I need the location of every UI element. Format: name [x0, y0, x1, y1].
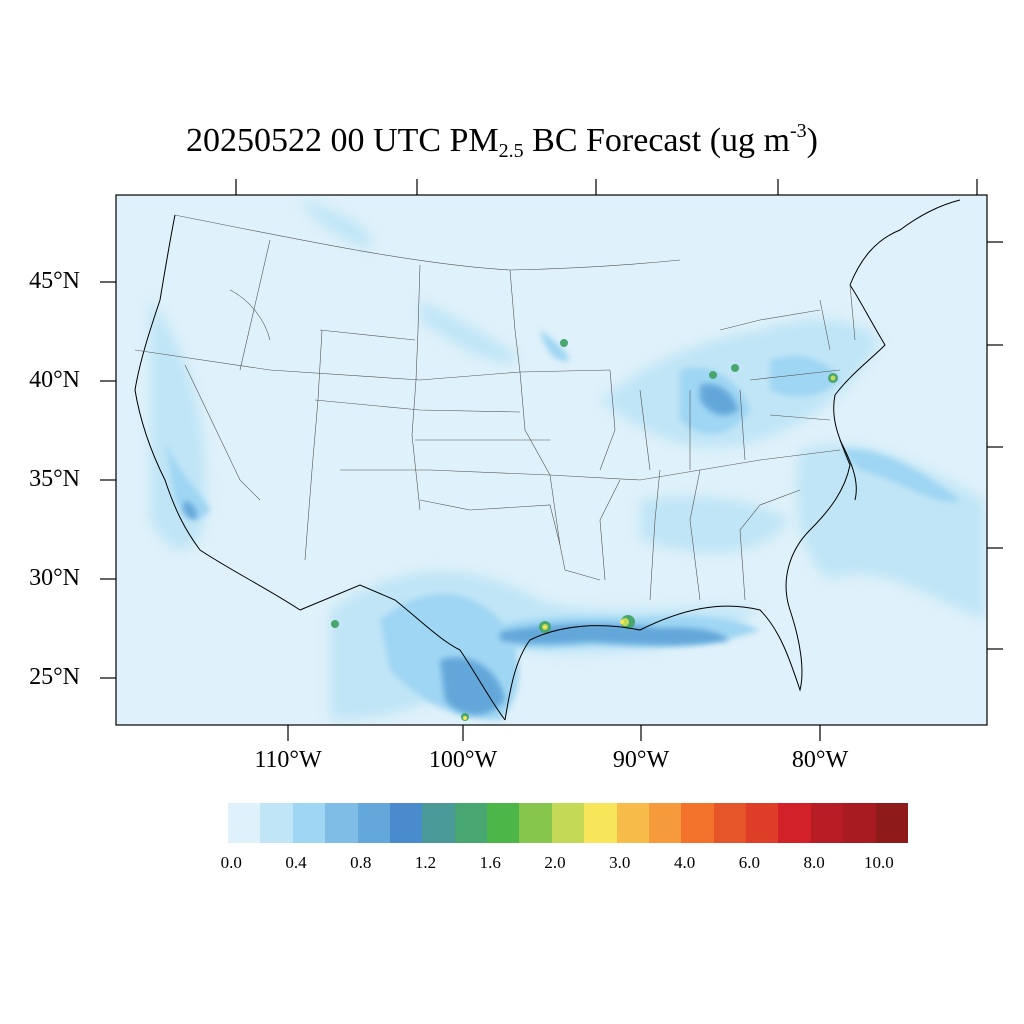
colorbar-cell	[422, 803, 455, 843]
colorbar-tick-label: 6.0	[738, 853, 760, 872]
colorbar-cell	[713, 803, 746, 843]
colorbar-cell	[746, 803, 779, 843]
colorbar-cell	[519, 803, 552, 843]
colorbar-tick-label: 3.0	[609, 853, 631, 872]
colorbar-cell	[875, 803, 908, 843]
map-frame	[115, 194, 988, 726]
colorbar-cell	[454, 803, 487, 843]
colorbar-tick-label: 2.0	[544, 853, 566, 872]
coastlines	[134, 199, 961, 721]
colorbar-tick-label: 0.0	[220, 853, 242, 872]
colorbar-cell	[260, 803, 293, 843]
lon-label-90w: 90°W	[612, 747, 670, 773]
colorbar-cell	[681, 803, 714, 843]
colorbar-cell	[648, 803, 682, 843]
colorbar-tick-label: 1.6	[479, 853, 501, 872]
lat-label-30n: 30°N	[29, 565, 80, 591]
colorbar-tick-label: 10.0	[863, 853, 894, 872]
lon-label-110w: 110°W	[254, 747, 322, 773]
colorbar-cell	[487, 803, 520, 843]
colorbar-cell	[292, 803, 326, 843]
lat-label-40n: 40°N	[29, 367, 80, 393]
colorbar-cell	[584, 803, 617, 843]
colorbar	[228, 803, 908, 843]
colorbar-cell	[389, 803, 423, 843]
colorbar-tick-label: 0.8	[350, 853, 372, 872]
colorbar-cell	[778, 803, 811, 843]
colorbar-tick-label: 8.0	[803, 853, 825, 872]
colorbar-cell	[616, 803, 649, 843]
colorbar-tick-label: 4.0	[673, 853, 696, 872]
state-borders	[134, 214, 856, 601]
map-title: 20250522 00 UTC PM2.5 BC Forecast (ug m-…	[186, 120, 818, 162]
colorbar-cell	[843, 803, 876, 843]
lat-label-25n: 25°N	[29, 664, 80, 690]
colorbar-cell	[357, 803, 390, 843]
lat-label-45n: 45°N	[29, 268, 80, 294]
colorbar-cell	[551, 803, 585, 843]
colorbar-tick-label: 1.2	[414, 853, 437, 872]
colorbar-tick-label: 0.4	[285, 853, 307, 872]
colorbar-cell	[228, 803, 261, 843]
colorbar-cell	[810, 803, 844, 843]
axis-ticks	[100, 179, 1003, 741]
colorbar-cell	[325, 803, 358, 843]
lon-label-100w: 100°W	[428, 747, 498, 773]
lat-label-35n: 35°N	[29, 466, 80, 492]
lon-label-80w: 80°W	[791, 747, 849, 773]
